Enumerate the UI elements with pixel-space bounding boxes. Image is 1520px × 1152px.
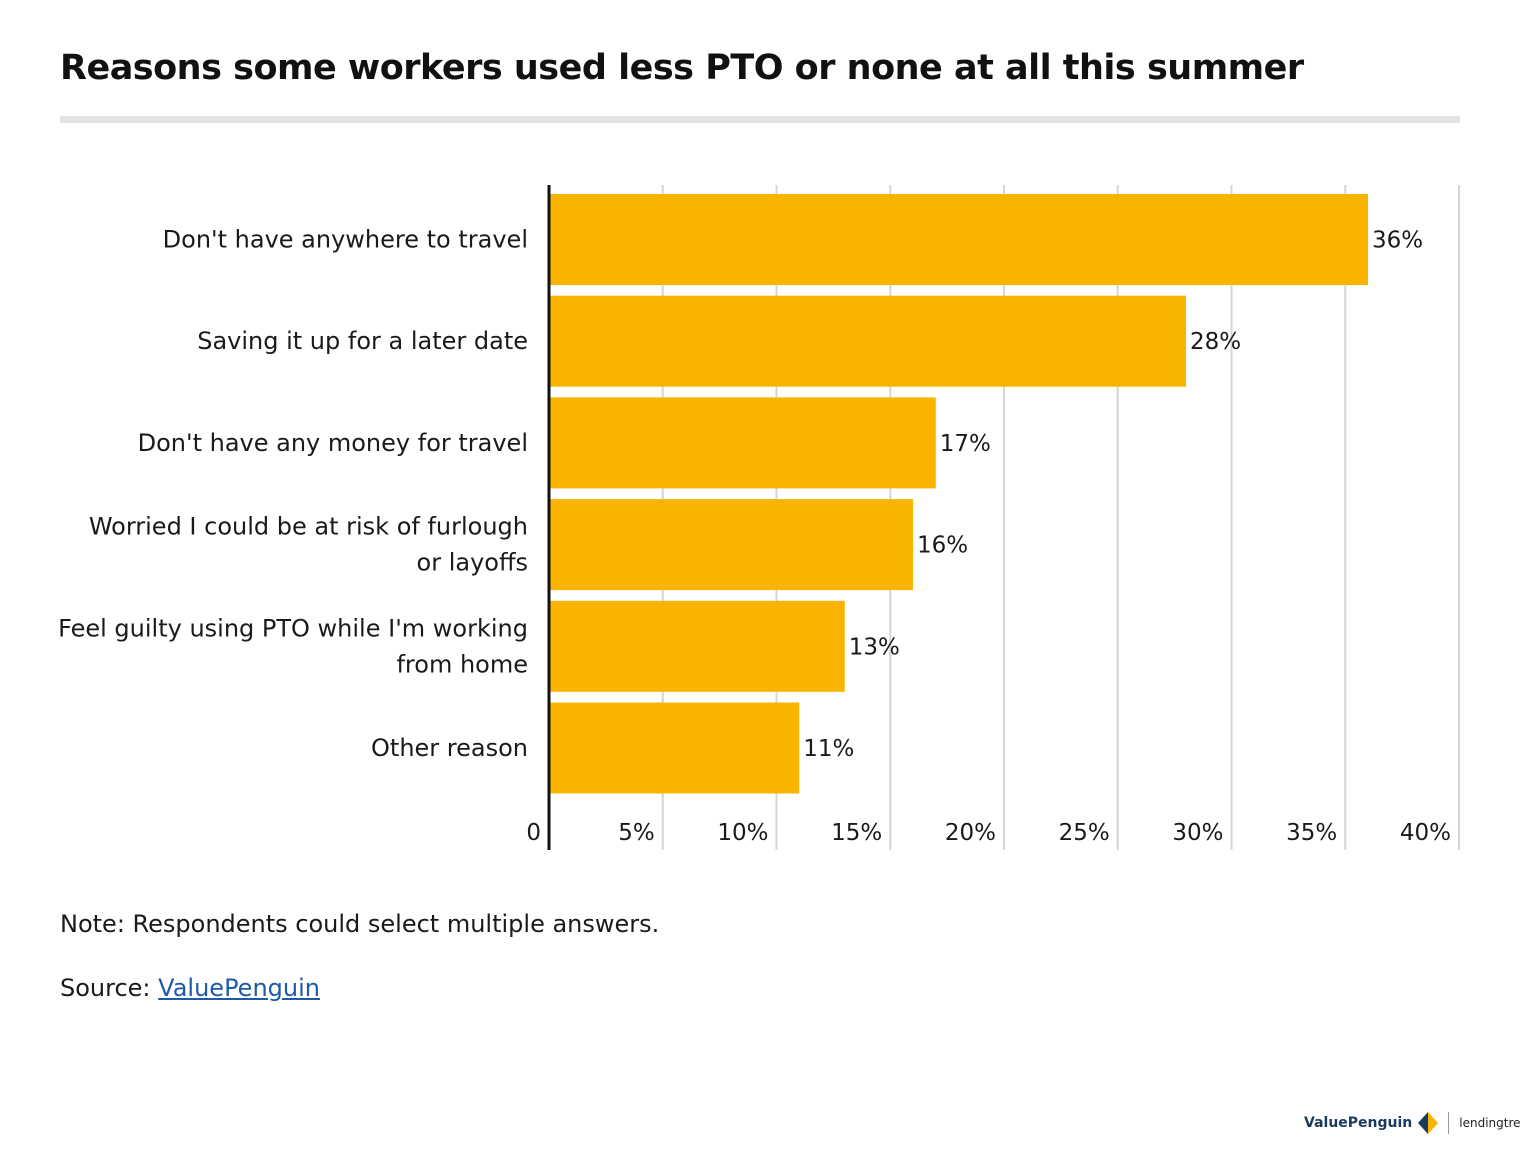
bar-value-label: 17% bbox=[940, 431, 991, 457]
category-label-line: Don't have any money for travel bbox=[138, 429, 528, 457]
category-label: Don't have any money for travel bbox=[138, 429, 528, 457]
bar bbox=[549, 702, 800, 794]
x-tick-label: 40% bbox=[1400, 820, 1451, 846]
bar-value-label: 28% bbox=[1190, 329, 1241, 355]
brand-divider bbox=[1448, 1112, 1450, 1134]
bar bbox=[549, 499, 913, 591]
category-label-line: from home bbox=[396, 650, 528, 678]
bars bbox=[549, 194, 1368, 794]
category-label: Don't have anywhere to travel bbox=[163, 226, 528, 254]
bar-value-label: 36% bbox=[1372, 228, 1423, 254]
chart-note: Note: Respondents could select multiple … bbox=[60, 910, 660, 938]
bar bbox=[549, 600, 845, 692]
x-tick-label: 15% bbox=[831, 820, 882, 846]
x-tick-label: 0 bbox=[526, 820, 541, 846]
category-label-line: Worried I could be at risk of furlough bbox=[89, 513, 528, 541]
x-tick-label: 5% bbox=[618, 820, 655, 846]
brand-logo: ValuePenguin lendingtree bbox=[1304, 1108, 1520, 1138]
category-label-line: Feel guilty using PTO while I'm working bbox=[58, 614, 528, 642]
bar-value-label: 11% bbox=[803, 736, 854, 762]
source-line: Source: ValuePenguin bbox=[60, 974, 320, 1002]
bar-value-label: 13% bbox=[849, 634, 900, 660]
category-label-line: Don't have anywhere to travel bbox=[163, 226, 528, 254]
x-tick-label: 35% bbox=[1286, 820, 1337, 846]
penguin-logo-icon bbox=[1418, 1112, 1439, 1134]
source-prefix: Source: bbox=[60, 974, 151, 1002]
x-tick-label: 30% bbox=[1172, 820, 1223, 846]
chart-title: Reasons some workers used less PTO or no… bbox=[60, 48, 1304, 88]
partner-logo: lendingtree bbox=[1459, 1116, 1520, 1130]
bar bbox=[549, 194, 1368, 285]
bar bbox=[549, 397, 936, 489]
bar-value-label: 16% bbox=[917, 533, 968, 559]
source-link[interactable]: ValuePenguin bbox=[158, 974, 320, 1002]
category-label: Worried I could be at risk of furlough or… bbox=[89, 513, 528, 577]
x-tick-label: 20% bbox=[945, 820, 996, 846]
bar-chart: Don't have anywhere to travel Saving it u… bbox=[58, 185, 1460, 850]
x-tick-label: 25% bbox=[1059, 820, 1110, 846]
category-label-line: or layoffs bbox=[417, 549, 528, 577]
category-labels: Don't have anywhere to travel Saving it u… bbox=[58, 226, 528, 763]
category-label: Other reason bbox=[371, 734, 528, 762]
value-labels: 36% 28% 17% 16% 13% 11% bbox=[803, 228, 1423, 763]
category-label-line: Saving it up for a later date bbox=[197, 327, 528, 355]
category-label: Saving it up for a later date bbox=[197, 327, 528, 355]
category-label-line: Other reason bbox=[371, 734, 528, 762]
x-tick-labels: 0 5% 10% 15% 20% 25% 30% 35% 40% bbox=[526, 820, 1451, 846]
bar bbox=[549, 295, 1186, 387]
category-label: Feel guilty using PTO while I'm working f… bbox=[58, 614, 528, 678]
brand-name: ValuePenguin bbox=[1304, 1115, 1413, 1131]
x-tick-label: 10% bbox=[717, 820, 768, 846]
title-divider bbox=[60, 116, 1460, 123]
